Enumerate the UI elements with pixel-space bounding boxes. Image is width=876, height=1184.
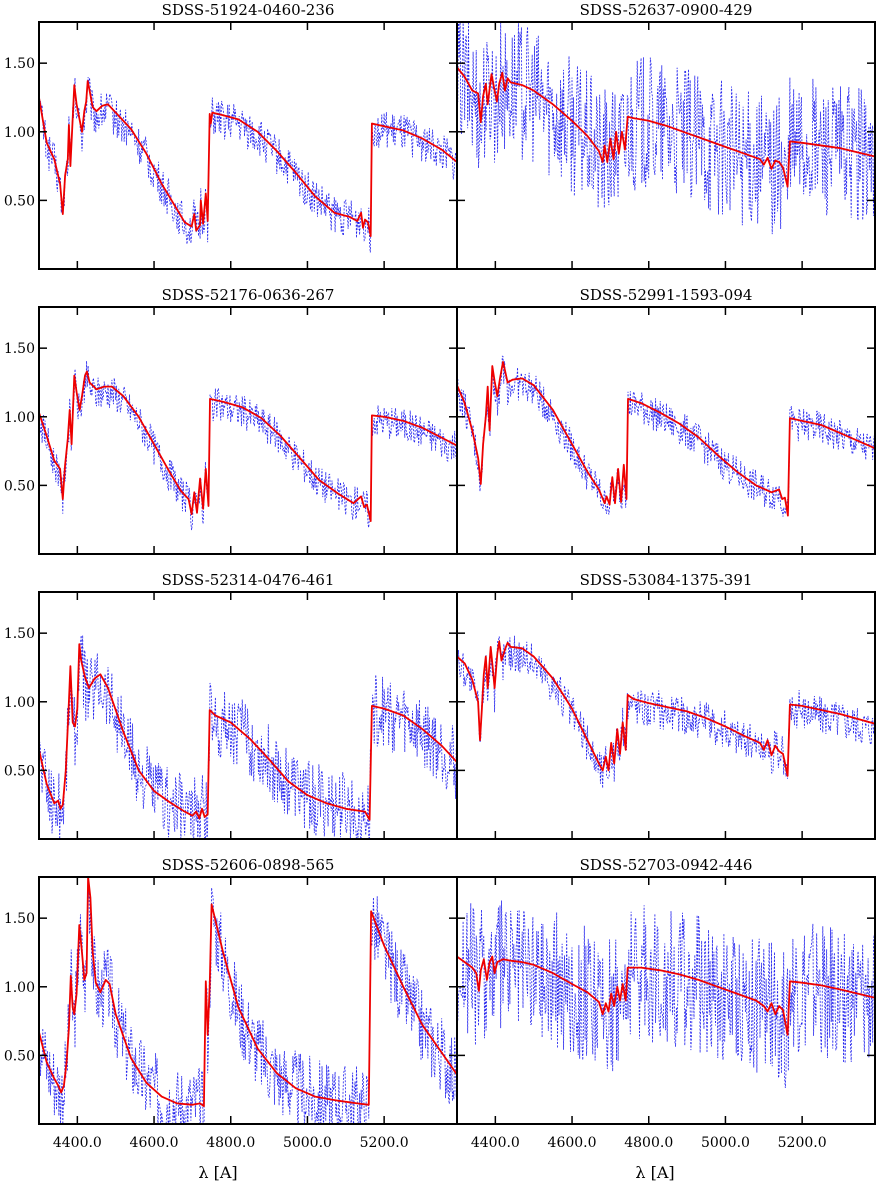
observed-spectrum-line xyxy=(39,360,457,531)
x-tick-label: 5200.0 xyxy=(778,1135,827,1151)
y-tick-label: 0.50 xyxy=(4,763,35,779)
y-tick-label: 0.50 xyxy=(4,193,35,209)
x-tick-label: 5000.0 xyxy=(701,1135,750,1151)
panel-frame xyxy=(38,876,458,1125)
x-axis-label-right: λ [A] xyxy=(635,1163,674,1182)
panel-frame xyxy=(38,306,458,555)
panel-title: SDSS-52637-0900-429 xyxy=(580,1,753,19)
panel-frame xyxy=(456,21,876,270)
x-tick-label: 5000.0 xyxy=(283,1135,332,1151)
model-spectrum-line xyxy=(457,66,875,188)
model-spectrum-line xyxy=(457,640,875,777)
spectrum-panel: SDSS-51924-0460-236 0.50 1.00 1.50 xyxy=(4,1,458,270)
y-tick-label: 1.00 xyxy=(4,695,35,711)
y-tick-label: 1.00 xyxy=(4,980,35,996)
x-tick-label: 4400.0 xyxy=(53,1135,102,1151)
model-spectrum-line xyxy=(457,955,875,1036)
model-spectrum-line xyxy=(457,361,875,517)
observed-spectrum-line xyxy=(39,77,457,253)
model-spectrum-line xyxy=(39,643,457,821)
panel-title: SDSS-51924-0460-236 xyxy=(162,1,335,19)
observed-spectrum-line xyxy=(457,635,875,789)
spectrum-panel: SDSS-52703-0942-446 4400.0 4600.0 4800.0 500… xyxy=(456,856,876,1151)
spectrum-panel: SDSS-52606-0898-565 0.50 1.00 1.50 4400.0 460… xyxy=(4,856,458,1151)
y-tick-label: 0.50 xyxy=(4,478,35,494)
spectrum-panel: SDSS-52176-0636-267 0.50 1.00 1.50 xyxy=(4,286,458,555)
spectrum-panel: SDSS-53084-1375-391 xyxy=(456,571,876,840)
panel-title: SDSS-52991-1593-094 xyxy=(580,286,753,304)
y-tick-label: 1.50 xyxy=(4,341,35,357)
panel-frame xyxy=(456,876,876,1125)
spectrum-panel: SDSS-52991-1593-094 xyxy=(456,286,876,555)
y-tick-label: 1.50 xyxy=(4,626,35,642)
y-tick-label: 1.50 xyxy=(4,56,35,72)
observed-spectrum-line xyxy=(457,22,875,235)
x-tick-label: 4800.0 xyxy=(206,1135,255,1151)
x-tick-label: 5200.0 xyxy=(360,1135,409,1151)
x-tick-label: 4600.0 xyxy=(548,1135,597,1151)
x-tick-label: 4800.0 xyxy=(624,1135,673,1151)
panel-title: SDSS-52703-0942-446 xyxy=(580,856,753,874)
spectrum-panel: SDSS-52314-0476-461 0.50 1.00 1.50 xyxy=(4,571,458,840)
x-tick-label: 4600.0 xyxy=(130,1135,179,1151)
y-tick-label: 1.50 xyxy=(4,911,35,927)
observed-spectrum-line xyxy=(457,900,875,1089)
panel-frame xyxy=(456,591,876,840)
panel-frame xyxy=(456,306,876,555)
panels-layer: SDSS-51924-0460-236 0.50 1.00 1.50 SDSS-5263… xyxy=(4,1,876,1151)
observed-spectrum-line xyxy=(457,355,875,517)
model-spectrum-line xyxy=(39,370,457,522)
panel-frame xyxy=(38,21,458,270)
panel-title: SDSS-53084-1375-391 xyxy=(580,571,753,589)
x-axis-label-left: λ [A] xyxy=(198,1163,237,1182)
panel-title: SDSS-52606-0898-565 xyxy=(162,856,335,874)
model-spectrum-line xyxy=(39,877,457,1108)
x-tick-label: 4400.0 xyxy=(471,1135,520,1151)
panel-title: SDSS-52314-0476-461 xyxy=(162,571,335,589)
y-tick-label: 1.00 xyxy=(4,125,35,141)
y-tick-label: 1.00 xyxy=(4,410,35,426)
observed-spectrum-line xyxy=(39,635,457,839)
model-spectrum-line xyxy=(39,80,457,237)
y-tick-label: 0.50 xyxy=(4,1048,35,1064)
spectrum-panel: SDSS-52637-0900-429 xyxy=(456,1,876,270)
panel-title: SDSS-52176-0636-267 xyxy=(162,286,335,304)
observed-spectrum-line xyxy=(39,884,457,1124)
